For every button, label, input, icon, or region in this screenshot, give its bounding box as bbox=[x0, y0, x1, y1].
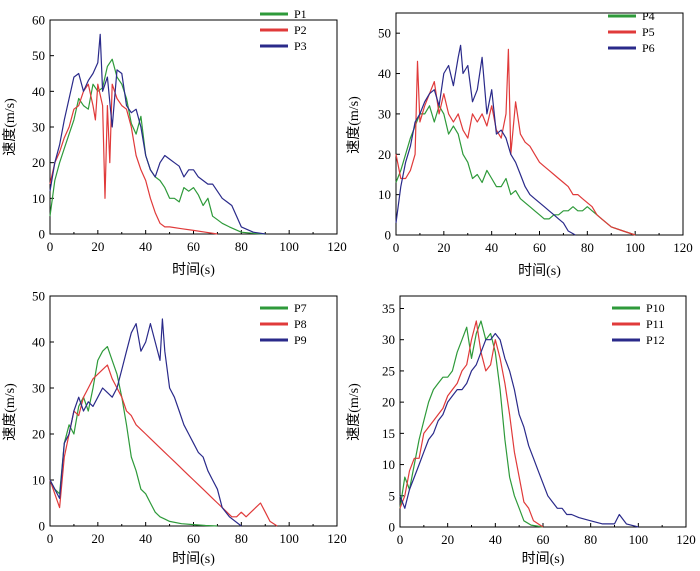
y-tick-label: 40 bbox=[32, 84, 45, 99]
y-tick-label: 60 bbox=[32, 13, 45, 28]
x-tick-label: 120 bbox=[327, 239, 347, 254]
x-tick-label: 60 bbox=[187, 531, 200, 546]
y-tick-label: 0 bbox=[39, 519, 46, 534]
x-tick-label: 0 bbox=[397, 532, 404, 547]
chart-panel-4: 0 20 40 60 80 100 120 0 5 10 15 20 25 30 35 时间(s) 速度(m/s… bbox=[346, 295, 696, 567]
y-tick-label: 20 bbox=[32, 155, 45, 170]
series-line-p10 bbox=[399, 320, 544, 528]
y-axis-title: 速度(m/s) bbox=[2, 383, 18, 441]
series-line-p8 bbox=[49, 364, 278, 527]
series-line-p4 bbox=[395, 105, 636, 236]
chart-panel-2: 0 20 40 60 80 100 120 0 10 20 30 40 50 时间(s) 速度(m/s) P4… bbox=[346, 9, 693, 279]
x-tick-label: 80 bbox=[581, 240, 594, 255]
y-tick-label: 0 bbox=[39, 227, 46, 242]
chart-panel-3: 0 20 40 60 80 100 120 0 10 20 30 40 50 时间(s) 速度(m/s) P7… bbox=[2, 289, 347, 568]
legend-label: P9 bbox=[294, 333, 307, 347]
legend-label: P6 bbox=[642, 41, 655, 55]
x-tick-label: 80 bbox=[235, 239, 248, 254]
series-line-p6 bbox=[395, 44, 576, 236]
x-tick-label: 100 bbox=[279, 239, 299, 254]
y-axis-title: 速度(m/s) bbox=[346, 96, 362, 154]
y-tick-label: 15 bbox=[382, 426, 395, 441]
chart-panel-1: 0 20 40 60 80 100 120 0 10 20 30 40 50 60 时间(s) 速度(m/s)… bbox=[2, 7, 347, 278]
plot-frame bbox=[399, 295, 687, 528]
x-tick-label: 0 bbox=[393, 240, 400, 255]
y-axis-title: 速度(m/s) bbox=[2, 98, 18, 156]
x-tick-label: 20 bbox=[91, 239, 104, 254]
x-tick-label: 20 bbox=[91, 531, 104, 546]
legend-label: P2 bbox=[294, 23, 307, 37]
x-tick-label: 60 bbox=[533, 240, 546, 255]
x-tick-label: 120 bbox=[327, 531, 347, 546]
x-tick-label: 0 bbox=[47, 531, 54, 546]
x-tick-label: 40 bbox=[139, 531, 152, 546]
y-axis-title: 速度(m/s) bbox=[346, 383, 362, 441]
legend-label: P10 bbox=[646, 301, 665, 315]
x-tick-label: 20 bbox=[437, 240, 450, 255]
y-tick-label: 10 bbox=[378, 187, 391, 202]
y-tick-label: 5 bbox=[389, 488, 396, 503]
y-tick-label: 40 bbox=[378, 66, 391, 81]
legend-label: P12 bbox=[646, 333, 665, 347]
x-tick-label: 20 bbox=[441, 532, 454, 547]
series-line-p7 bbox=[49, 346, 218, 527]
x-tick-label: 60 bbox=[537, 532, 550, 547]
y-tick-label: 10 bbox=[382, 457, 395, 472]
series-line-p2 bbox=[49, 83, 218, 235]
y-tick-label: 50 bbox=[378, 26, 391, 41]
legend-label: P5 bbox=[642, 25, 655, 39]
legend-label: P7 bbox=[294, 301, 307, 315]
x-tick-label: 80 bbox=[235, 531, 248, 546]
legend-label: P3 bbox=[294, 39, 307, 53]
y-tick-label: 30 bbox=[378, 106, 391, 121]
x-tick-label: 40 bbox=[485, 240, 498, 255]
x-tick-label: 100 bbox=[279, 531, 299, 546]
y-tick-label: 50 bbox=[32, 48, 45, 63]
series-line-p11 bbox=[399, 320, 544, 528]
x-tick-label: 120 bbox=[673, 240, 693, 255]
y-tick-label: 10 bbox=[32, 473, 45, 488]
y-tick-label: 35 bbox=[382, 301, 395, 316]
legend-label: P8 bbox=[294, 317, 307, 331]
y-tick-label: 20 bbox=[32, 427, 45, 442]
y-tick-label: 20 bbox=[382, 395, 395, 410]
y-tick-label: 30 bbox=[32, 381, 45, 396]
legend-label: P11 bbox=[646, 317, 664, 331]
x-axis-title: 时间(s) bbox=[518, 263, 561, 279]
series-line-p3 bbox=[49, 33, 266, 235]
x-tick-label: 60 bbox=[187, 239, 200, 254]
y-tick-label: 0 bbox=[385, 228, 392, 243]
y-tick-label: 50 bbox=[32, 289, 45, 304]
legend-label: P1 bbox=[294, 7, 307, 21]
x-axis-title: 时间(s) bbox=[522, 551, 565, 567]
x-tick-label: 100 bbox=[629, 532, 649, 547]
series-line-p12 bbox=[399, 332, 639, 528]
y-tick-label: 20 bbox=[378, 147, 391, 162]
series-line-p9 bbox=[49, 318, 242, 527]
x-tick-label: 100 bbox=[625, 240, 645, 255]
y-tick-label: 0 bbox=[389, 520, 396, 535]
x-tick-label: 40 bbox=[139, 239, 152, 254]
y-tick-label: 30 bbox=[32, 120, 45, 135]
y-tick-label: 30 bbox=[382, 332, 395, 347]
x-axis-title: 时间(s) bbox=[172, 262, 215, 278]
y-tick-label: 10 bbox=[32, 191, 45, 206]
y-tick-label: 25 bbox=[382, 363, 395, 378]
legend-label: P4 bbox=[642, 9, 655, 23]
series-line-p5 bbox=[395, 48, 636, 236]
plot-frame bbox=[395, 12, 684, 236]
x-tick-label: 0 bbox=[47, 239, 54, 254]
x-tick-label: 40 bbox=[489, 532, 502, 547]
x-tick-label: 120 bbox=[676, 532, 696, 547]
x-tick-label: 80 bbox=[584, 532, 597, 547]
x-axis-title: 时间(s) bbox=[172, 551, 215, 567]
y-tick-label: 40 bbox=[32, 335, 45, 350]
